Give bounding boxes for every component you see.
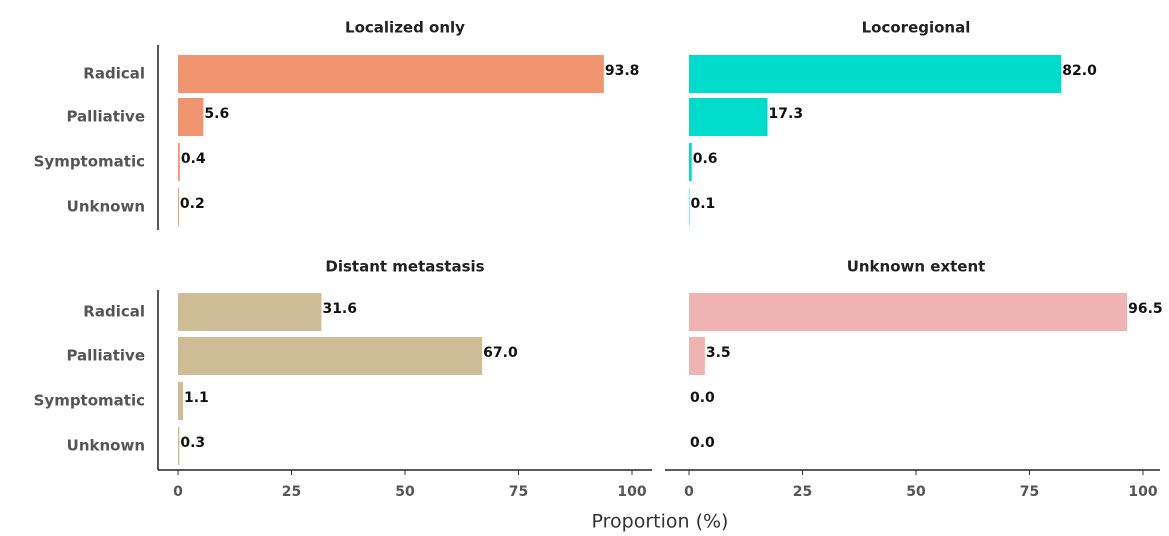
x-tick-label: 100	[617, 484, 646, 500]
bar	[689, 337, 705, 375]
value-label: 0.4	[181, 151, 206, 167]
x-tick-label: 50	[906, 484, 926, 500]
y-tick-label: Unknown	[67, 198, 145, 216]
value-label: 82.0	[1062, 63, 1097, 79]
y-tick-label: Palliative	[66, 347, 145, 365]
y-tick-label: Radical	[83, 65, 145, 83]
panel-title: Locoregional	[862, 19, 971, 37]
x-tick-label: 0	[173, 484, 183, 500]
bar	[178, 293, 322, 331]
x-tick-label: 100	[1128, 484, 1157, 500]
x-tick-label: 0	[684, 484, 694, 500]
y-tick-label: Symptomatic	[34, 392, 145, 410]
x-tick-label: 25	[282, 484, 301, 500]
x-axis-label: Proportion (%)	[592, 511, 729, 533]
value-label: 67.0	[483, 345, 518, 361]
y-tick-label: Radical	[83, 303, 145, 321]
bar	[178, 98, 204, 136]
y-tick-label: Unknown	[67, 437, 145, 455]
value-label: 93.8	[605, 63, 640, 79]
value-label: 0.6	[693, 151, 718, 167]
bar	[689, 98, 768, 136]
bar	[178, 188, 179, 226]
value-label: 3.5	[706, 345, 731, 361]
x-tick-label: 75	[509, 484, 528, 500]
bar	[178, 143, 180, 181]
value-label: 0.2	[180, 196, 205, 212]
value-label: 31.6	[322, 301, 357, 317]
value-label: 96.5	[1128, 301, 1163, 317]
panel-title: Unknown extent	[847, 258, 986, 276]
panel-title: Distant metastasis	[325, 258, 484, 276]
x-tick-label: 25	[793, 484, 812, 500]
bar	[178, 55, 604, 93]
bar	[689, 143, 692, 181]
bar	[689, 55, 1062, 93]
panel-title: Localized only	[345, 19, 465, 37]
value-label: 0.3	[180, 435, 205, 451]
value-label: 0.1	[690, 196, 715, 212]
bar	[178, 427, 180, 465]
y-tick-label: Symptomatic	[34, 153, 145, 171]
value-label: 0.0	[690, 435, 715, 451]
x-tick-label: 50	[395, 484, 415, 500]
value-label: 17.3	[769, 106, 804, 122]
value-label: 1.1	[184, 390, 209, 406]
bar	[689, 293, 1128, 331]
y-tick-label: Palliative	[66, 108, 145, 126]
value-label: 0.0	[690, 390, 715, 406]
x-tick-label: 75	[1020, 484, 1039, 500]
value-label: 5.6	[204, 106, 229, 122]
bar	[178, 337, 483, 375]
bar	[178, 382, 183, 420]
